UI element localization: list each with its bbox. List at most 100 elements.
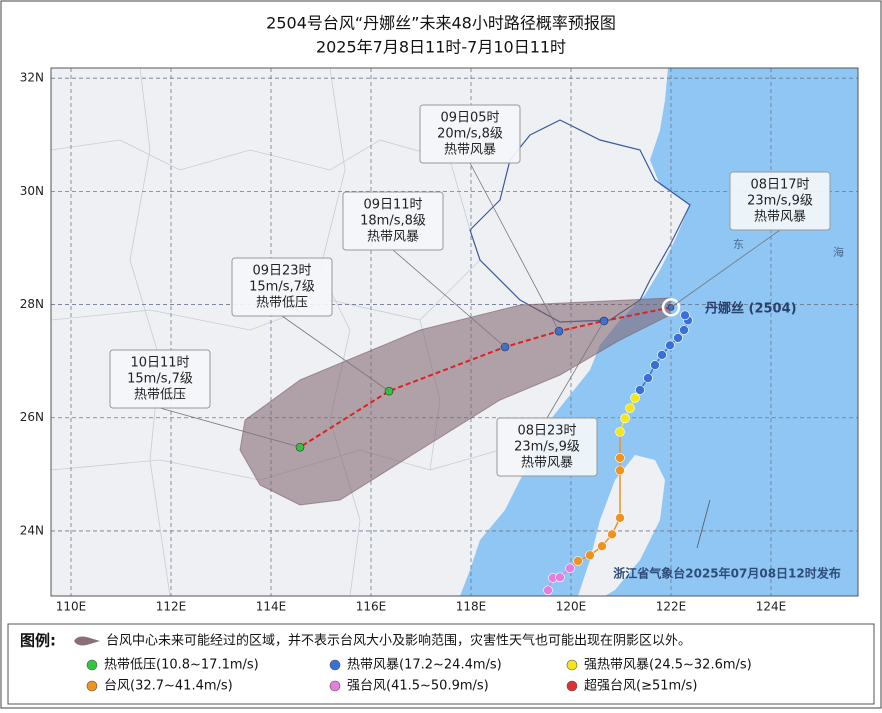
typhoon-icon xyxy=(661,298,681,317)
map: 08日17时23m/s,9级热带风暴08日23时23m/s,9级热带风暴09日0… xyxy=(51,68,858,596)
callouts: 08日17时23m/s,9级热带风暴08日23时23m/s,9级热带风暴09日0… xyxy=(109,104,831,477)
past-point xyxy=(585,550,595,561)
callout-box xyxy=(419,104,521,164)
legend-items: 热带低压(10.8~17.1m/s) 热带风暴(17.2~24.4m/s) 强热带风… xyxy=(86,658,752,694)
x-tick-label: 124E xyxy=(756,600,787,614)
callout-leader xyxy=(281,315,390,392)
past-point xyxy=(630,393,640,403)
y-tick-label: 30N xyxy=(20,184,44,198)
publisher: 浙江省气象台2025年07月08日12时发布 xyxy=(613,566,841,581)
callout-box xyxy=(496,417,598,477)
legend-label: 台风(32.7~41.4m/s) xyxy=(104,679,233,694)
legend-label: 热带风暴(17.2~24.4m/s) xyxy=(347,658,502,673)
legend-swatch xyxy=(86,659,98,671)
callout-box xyxy=(342,191,444,251)
x-tick-label: 118E xyxy=(456,600,487,614)
callout-leader xyxy=(546,320,605,419)
callout-box xyxy=(231,257,333,317)
forecast-line xyxy=(299,306,672,449)
callout-speed: 20m/s,8级 xyxy=(437,127,503,142)
title: 2504号台风“丹娜丝”未来48小时路径概率预报图 xyxy=(266,14,616,33)
map-frame xyxy=(50,67,859,597)
y-tick-label: 24N xyxy=(20,523,44,537)
legend-label: 热带低压(10.8~17.1m/s) xyxy=(104,658,259,673)
tick-labels: 110E 112E 114E 116E 118E 120E 122E 124E 24N 26N 28… xyxy=(20,71,787,614)
y-tick-label: 32N xyxy=(20,71,44,85)
x-tick-label: 120E xyxy=(556,600,587,614)
subtitle: 2025年7月8日11时-7月10日11时 xyxy=(316,38,566,57)
past-point xyxy=(643,373,653,383)
border xyxy=(129,68,171,596)
past-point xyxy=(650,360,660,370)
typhoon-name: 丹娜丝 (2504) xyxy=(705,301,797,317)
probability-cone xyxy=(239,297,671,506)
legend-label: 强热带风暴(24.5~32.6m/s) xyxy=(584,658,752,673)
past-point xyxy=(620,413,630,424)
x-tick-label: 112E xyxy=(156,600,187,614)
past-point xyxy=(565,563,575,574)
past-point xyxy=(543,585,553,596)
legend-box xyxy=(7,623,875,705)
y-tick-label: 28N xyxy=(20,297,44,311)
callout-speed: 18m/s,8级 xyxy=(360,214,426,229)
callout-level: 热带风暴 xyxy=(367,230,419,245)
past-point xyxy=(635,385,645,395)
legend-cone: 台风中心未来可能经过的区域，并不表示台风大小及影响范围，灾害性天气也可能出现在阴… xyxy=(106,633,691,649)
callout-level: 热带低压 xyxy=(256,296,308,311)
callout-time: 09日23时 xyxy=(252,264,311,279)
sea-label: 东 xyxy=(733,238,744,251)
callout-level: 热带低压 xyxy=(134,388,186,403)
callout-time: 08日17时 xyxy=(750,178,809,193)
pointer-line xyxy=(696,499,711,549)
callout-leader xyxy=(469,162,560,332)
callout-leader xyxy=(159,407,301,448)
past-point xyxy=(625,403,635,413)
callout-level: 热带风暴 xyxy=(521,456,573,471)
past-point xyxy=(615,465,625,476)
legend-swatch xyxy=(566,659,578,671)
y-tick-label: 26N xyxy=(20,410,44,424)
callout-time: 08日23时 xyxy=(517,424,576,439)
callout-time: 09日05时 xyxy=(440,111,499,126)
cone-icon xyxy=(74,636,100,646)
x-tick-label: 122E xyxy=(656,600,687,614)
past-point xyxy=(615,453,625,463)
callout-leader xyxy=(670,229,781,308)
past-point xyxy=(665,340,675,351)
legend-swatch xyxy=(329,659,341,671)
past-point xyxy=(673,333,683,343)
past-point xyxy=(555,572,565,583)
x-tick-label: 110E xyxy=(56,600,87,614)
callout-speed: 23m/s,9级 xyxy=(747,194,813,209)
legend-swatch xyxy=(566,680,578,692)
callout-speed: 23m/s,9级 xyxy=(514,440,580,455)
x-tick-label: 116E xyxy=(356,600,387,614)
legend-label: 强台风(41.5~50.9m/s) xyxy=(347,679,489,694)
legend-swatch xyxy=(329,680,341,692)
callout-time: 10日11时 xyxy=(130,356,189,371)
legend-title: 图例: xyxy=(20,632,56,650)
past-point xyxy=(680,310,690,321)
taiwan xyxy=(578,455,665,596)
past-point xyxy=(597,541,607,551)
callout-level: 热带风暴 xyxy=(444,143,496,158)
callout-box xyxy=(109,349,211,409)
legend-swatch xyxy=(86,680,98,692)
callout-speed: 15m/s,7级 xyxy=(127,372,193,387)
past-point xyxy=(615,513,625,523)
callout-time: 09日11时 xyxy=(363,198,422,213)
past-point xyxy=(679,325,689,335)
past-point xyxy=(615,427,625,437)
past-point xyxy=(573,556,583,566)
grid xyxy=(51,68,858,596)
callout-speed: 15m/s,7级 xyxy=(249,280,315,295)
legend-label: 超强台风(≥51m/s) xyxy=(584,679,697,694)
border xyxy=(319,68,361,596)
callout-box xyxy=(729,171,831,231)
callout-level: 热带风暴 xyxy=(754,210,806,225)
past-point xyxy=(657,350,667,360)
callout-leader xyxy=(392,249,506,348)
sea-label: 海 xyxy=(833,245,844,259)
x-tick-label: 114E xyxy=(256,600,287,614)
